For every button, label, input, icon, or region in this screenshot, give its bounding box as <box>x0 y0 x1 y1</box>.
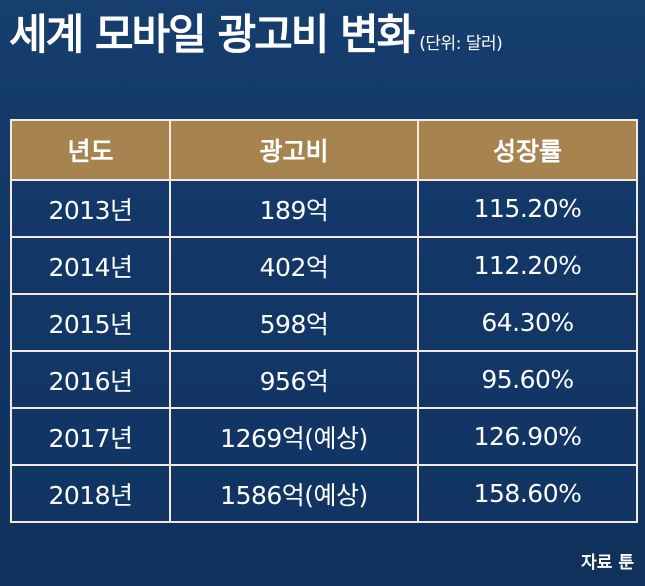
table-row: 2015년 598억 64.30% <box>10 293 638 352</box>
cell-growth-rate: 112.20% <box>417 236 638 295</box>
page-title: 세계 모바일 광고비 변화 <box>9 10 415 59</box>
cell-year: 2016년 <box>10 350 171 409</box>
table-row: 2018년 1586억(예상) 158.60% <box>10 464 638 523</box>
table-row: 2016년 956억 95.60% <box>10 350 638 409</box>
cell-ad-spend: 189억 <box>169 179 419 238</box>
unit-label: (단위: 달러) <box>419 34 503 54</box>
cell-year: 2015년 <box>10 293 171 352</box>
source-credit: 자료 툰 <box>581 553 634 573</box>
cell-year: 2013년 <box>10 179 171 238</box>
column-header-growth-rate: 성장률 <box>418 119 638 181</box>
ad-spend-table: 년도 광고비 성장률 2013년 189억 115.20% 2014년 402억… <box>10 119 638 523</box>
cell-ad-spend: 1586억(예상) <box>169 464 419 523</box>
cell-ad-spend: 402억 <box>169 236 419 295</box>
column-header-year: 년도 <box>10 119 171 181</box>
cell-ad-spend: 598억 <box>169 293 419 352</box>
cell-growth-rate: 158.60% <box>417 464 638 523</box>
cell-year: 2017년 <box>10 407 171 466</box>
title-block: 세계 모바일 광고비 변화 (단위: 달러) <box>9 14 503 56</box>
cell-growth-rate: 95.60% <box>417 350 638 409</box>
table-row: 2013년 189억 115.20% <box>10 179 638 238</box>
cell-growth-rate: 64.30% <box>417 293 638 352</box>
table-row: 2017년 1269억(예상) 126.90% <box>10 407 638 466</box>
table-row: 2014년 402억 112.20% <box>10 236 638 295</box>
table-header-row: 년도 광고비 성장률 <box>10 119 638 181</box>
cell-ad-spend: 1269억(예상) <box>169 407 419 466</box>
column-header-ad-spend: 광고비 <box>170 119 419 181</box>
cell-growth-rate: 115.20% <box>417 179 638 238</box>
cell-growth-rate: 126.90% <box>417 407 638 466</box>
cell-year: 2014년 <box>10 236 171 295</box>
cell-ad-spend: 956억 <box>169 350 419 409</box>
cell-year: 2018년 <box>10 464 171 523</box>
